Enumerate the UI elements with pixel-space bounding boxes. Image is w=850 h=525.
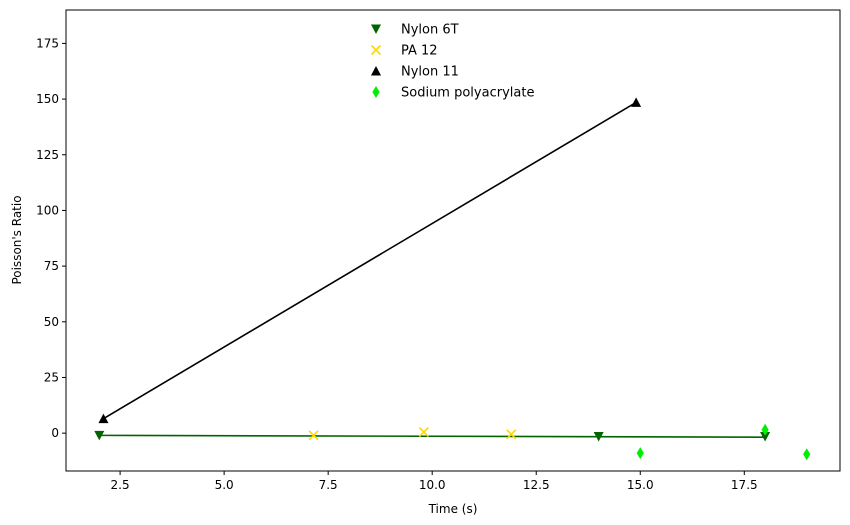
- point-0-2: [760, 431, 771, 442]
- y-tick-label-3: 75: [44, 259, 59, 273]
- y-tick-label-7: 175: [36, 36, 59, 50]
- fit-line-2: [103, 101, 637, 420]
- x-tick-label-0: 2.5: [111, 478, 130, 492]
- x-tick-label-1: 5.0: [215, 478, 234, 492]
- fit-line-0: [99, 434, 766, 438]
- y-tick-label-0: 0: [51, 426, 59, 440]
- point-1-1: [418, 426, 429, 438]
- x-tick-label-5: 15.0: [627, 478, 654, 492]
- x-tick-label-6: 17.5: [731, 478, 758, 492]
- point-3-1: [761, 423, 769, 436]
- y-axis-label: Poisson's Ratio: [10, 195, 24, 284]
- legend-label-0: Nylon 6T: [401, 23, 459, 38]
- x-tick-label-2: 7.5: [319, 478, 338, 492]
- y-tick-label-6: 150: [36, 92, 59, 106]
- point-0-1: [593, 431, 604, 442]
- legend-label-2: Nylon 11: [401, 65, 459, 80]
- point-1-0: [308, 430, 319, 441]
- point-1-2: [506, 429, 517, 440]
- legend-marker-3: [372, 86, 380, 98]
- y-tick-label-4: 100: [36, 203, 59, 217]
- axes-frame: [65, 9, 841, 472]
- point-2-1: [631, 97, 642, 107]
- y-tick-label-5: 125: [36, 148, 59, 162]
- legend-marker-2: [371, 66, 381, 76]
- legend-marker-0: [371, 24, 381, 34]
- legend: Nylon 6T PA 12 Nylon 11 Sodium polyacrylate: [370, 23, 534, 101]
- x-tick-label-4: 12.5: [523, 478, 550, 492]
- x-axis-label: Time (s): [428, 502, 478, 516]
- point-2-0: [98, 413, 109, 424]
- axes: 2.5 5.0 7.5 10.0 12.5 15.0 17.5 0 25 50 75 100 125 15…: [36, 9, 841, 492]
- point-3-0: [636, 447, 644, 460]
- x-tick-label-3: 10.0: [419, 478, 446, 492]
- legend-label-1: PA 12: [401, 44, 438, 59]
- point-3-2: [803, 448, 811, 461]
- point-0-0: [94, 430, 105, 441]
- legend-label-3: Sodium polyacrylate: [401, 86, 534, 101]
- y-tick-label-1: 25: [44, 370, 59, 384]
- y-tick-label-2: 50: [44, 315, 59, 329]
- plot-area: [94, 97, 811, 461]
- legend-marker-1: [370, 44, 382, 56]
